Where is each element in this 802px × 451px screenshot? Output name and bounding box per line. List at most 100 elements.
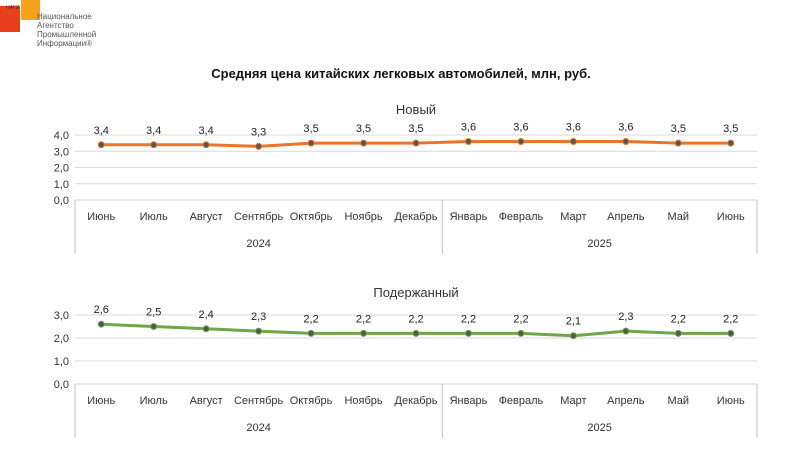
data-point [255,327,263,335]
y-tick-label: 0,0 [54,379,69,391]
data-point [569,332,577,340]
data-point [97,141,105,149]
y-tick-label: 0,0 [54,195,69,207]
data-point [622,327,630,335]
x-tick-label: Июнь [717,395,745,407]
data-label: 2,3 [251,311,266,323]
logo-red-block [0,6,20,32]
x-tick-label: Март [560,395,586,407]
data-label: 3,6 [618,122,633,134]
data-label: 3,5 [723,123,738,135]
x-tick-label: Апрель [607,211,645,223]
x-tick-label: Январь [450,211,488,223]
data-label: 3,4 [199,125,214,137]
data-point [97,320,105,328]
x-tick-label: Август [190,211,223,223]
data-label: 2,5 [146,307,161,319]
year-group-label: 2025 [587,238,611,250]
data-point [307,329,315,337]
data-point [674,329,682,337]
x-tick-label: Апрель [607,395,645,407]
data-point [307,139,315,147]
data-label: 3,3 [251,126,266,138]
x-tick-label: Октябрь [290,211,333,223]
x-tick-label: Сентябрь [234,395,284,407]
data-label: 2,2 [671,313,686,325]
data-label: 3,5 [356,123,371,135]
data-point [360,139,368,147]
x-tick-label: Июль [140,211,168,223]
x-tick-label: Февраль [499,395,544,407]
data-point [202,141,210,149]
x-tick-label: Декабрь [395,395,438,407]
logo-mark [0,0,40,32]
data-label: 3,5 [408,123,423,135]
data-point [360,329,368,337]
data-point [412,139,420,147]
data-label: 2,2 [408,313,423,325]
data-point [727,329,735,337]
x-tick-label: Март [560,211,586,223]
data-label: 3,4 [94,125,109,137]
x-tick-label: Сентябрь [234,211,284,223]
data-label: 2,2 [513,313,528,325]
series-title: Подержанный [373,285,458,300]
x-tick-label: Ноябрь [344,395,382,407]
x-tick-label: Июнь [87,211,115,223]
data-label: 3,6 [513,122,528,134]
x-tick-label: Май [668,211,690,223]
year-group-label: 2025 [587,422,611,434]
data-point [517,329,525,337]
y-tick-label: 1,0 [54,179,69,191]
data-label: 3,4 [146,125,161,137]
data-point [150,141,158,149]
data-label: 3,6 [566,122,581,134]
data-label: 3,6 [461,122,476,134]
data-label: 2,2 [461,313,476,325]
data-label: 2,2 [356,313,371,325]
x-tick-label: Февраль [499,211,544,223]
data-point [569,138,577,145]
x-tick-label: Январь [450,395,488,407]
x-tick-label: Июнь [717,211,745,223]
logo-text: Национальное Агентство Промышленной Инфо… [37,12,97,48]
data-point [727,139,735,147]
chart-new-cars: Новый 0,0 1,0 2,0 3,0 4,0 2024 2025 Июнь Июль Авгу… [54,102,758,254]
year-group-label: 2024 [246,238,270,250]
y-tick-label: 1,0 [54,356,69,368]
y-tick-label: 2,0 [54,163,69,175]
data-point [202,325,210,333]
data-label: 3,5 [303,123,318,135]
x-tick-label: Июнь [87,395,115,407]
y-tick-label: 3,0 [54,146,69,158]
x-tick-label: Июль [140,395,168,407]
x-tick-label: Октябрь [290,395,333,407]
data-label: 2,2 [723,313,738,325]
data-point [622,138,630,145]
data-point [464,138,472,145]
x-tick-label: Май [668,395,690,407]
data-point [464,329,472,337]
data-label: 2,4 [199,309,214,321]
series-title: Новый [396,102,436,117]
logo-abbreviation: НАГИ [6,5,20,11]
y-tick-label: 4,0 [54,130,69,142]
x-tick-label: Декабрь [395,211,438,223]
y-tick-label: 2,0 [54,333,69,345]
x-tick-label: Август [190,395,223,407]
data-label: 2,3 [618,311,633,323]
data-point [255,142,263,150]
year-group-label: 2024 [246,422,270,434]
logo-orange-block [21,0,40,20]
chart-used-cars: Подержанный 0,0 1,0 2,0 3,0 2024 2025 Июнь Июль А… [54,285,758,438]
data-point [674,139,682,147]
data-label: 2,1 [566,316,581,328]
data-point [517,138,525,145]
data-point [412,329,420,337]
y-tick-label: 3,0 [54,310,69,322]
data-label: 2,6 [94,304,109,316]
x-tick-label: Ноябрь [344,211,382,223]
chart-main-title: Средняя цена китайских легковых автомоби… [211,66,591,81]
data-label: 3,5 [671,123,686,135]
logo: НАГИ Национальное Агентство Промышленной… [0,0,100,60]
